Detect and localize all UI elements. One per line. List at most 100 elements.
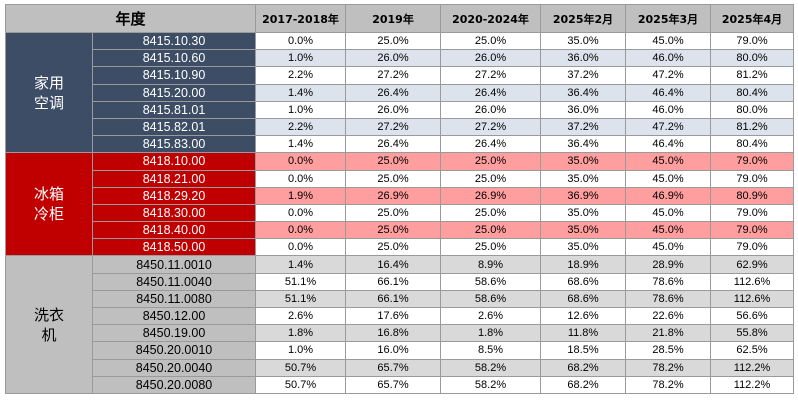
tariff-rate: 8.9%: [440, 255, 542, 274]
data-row: 8415.10.90 2.2% 27.2% 27.2% 37.2% 47.2% 81.2%: [6, 66, 795, 85]
tariff-rate: 11.8%: [540, 324, 627, 343]
tariff-rate: 46.9%: [625, 186, 712, 205]
data-row: 8418.21.00 0.0% 25.0% 25.0% 35.0% 45.0% 79.0%: [6, 169, 795, 188]
data-row: 8418.29.20 1.9% 26.9% 26.9% 36.9% 46.9% 80.9%: [6, 186, 795, 205]
tariff-rate: 36.0%: [540, 49, 627, 68]
tariff-rate: 50.7%: [255, 375, 347, 394]
tariff-rate: 16.4%: [345, 255, 442, 274]
tariff-rate: 1.4%: [255, 135, 347, 154]
data-row: 8415.81.01 1.0% 26.0% 26.0% 36.0% 46.0% 80.0%: [6, 100, 795, 119]
hs-code: 8418.29.20: [91, 186, 257, 205]
data-row: 8415.10.60 1.0% 26.0% 26.0% 36.0% 46.0% 80.0%: [6, 49, 795, 68]
data-row: 8415.82.01 2.2% 27.2% 27.2% 37.2% 47.2% 81.2%: [6, 117, 795, 137]
tariff-rate: 27.2%: [440, 66, 542, 85]
tariff-rate: 58.6%: [440, 289, 542, 309]
tariff-rate: 25.0%: [440, 203, 542, 223]
tariff-rate: 79.0%: [710, 238, 795, 257]
tariff-rate: 112.6%: [710, 289, 795, 309]
tariff-rate: 45.0%: [625, 238, 712, 257]
data-row: 洗衣机 8450.11.0010 1.4% 16.4% 8.9% 18.9% 28.9% 62…: [5, 255, 795, 394]
data-row: 8418.40.00 0.0% 25.0% 25.0% 35.0% 45.0% 79.0%: [6, 221, 795, 240]
hs-code: 8450.20.0010: [91, 341, 257, 360]
table-body: 家用空调 8415.10.30 0.0% 25.0% 25.0% 35.0% 45.0% 79…: [5, 31, 795, 394]
tariff-rate: 46.0%: [625, 100, 712, 119]
tariff-rate: 66.1%: [345, 289, 442, 309]
tariff-rate: 50.7%: [255, 358, 347, 377]
data-row: 8415.83.00 1.4% 26.4% 26.4% 36.4% 46.4% 80.4%: [6, 135, 795, 154]
group-label: 洗衣机: [5, 255, 93, 394]
column-header: 2017-2018年: [255, 4, 347, 33]
tariff-rate: 36.4%: [540, 135, 627, 154]
tariff-rate: 62.5%: [710, 341, 795, 360]
tariff-rate: 47.2%: [625, 66, 712, 85]
tariff-rate: 80.0%: [710, 49, 795, 68]
hs-code: 8450.19.00: [91, 324, 257, 343]
hs-code: 8415.83.00: [91, 135, 257, 154]
hs-code: 8415.81.01: [91, 100, 257, 119]
tariff-rate: 0.0%: [255, 221, 347, 240]
tariff-rate: 27.2%: [440, 117, 542, 137]
column-header: 2019年: [345, 4, 442, 33]
tariff-rate: 2.2%: [255, 66, 347, 85]
data-row: 8450.20.0080 50.7% 65.7% 58.2% 68.2% 78.2% 112…: [6, 375, 795, 394]
tariff-rate: 26.0%: [440, 100, 542, 119]
hs-code: 8450.20.0040: [91, 358, 257, 377]
tariff-rate: 45.0%: [625, 203, 712, 223]
tariff-rate: 1.0%: [255, 49, 347, 68]
tariff-rate: 0.0%: [255, 152, 347, 171]
group-label: 冰箱冷柜: [5, 152, 93, 257]
group-label-text: 洗衣机: [33, 305, 64, 344]
tariff-rate: 35.0%: [540, 169, 627, 188]
tariff-rate: 51.1%: [255, 272, 347, 291]
tariff-rate: 68.6%: [540, 272, 627, 291]
tariff-rate: 79.0%: [710, 169, 795, 188]
group-label: 家用空调: [5, 31, 93, 154]
tariff-rate: 28.9%: [625, 255, 712, 274]
tariff-rate: 16.0%: [345, 341, 442, 360]
tariff-rate: 35.0%: [540, 31, 627, 51]
hs-code: 8450.20.0080: [91, 375, 257, 394]
tariff-rate: 26.4%: [440, 83, 542, 102]
hs-code: 8415.20.00: [91, 83, 257, 102]
tariff-rate: 78.6%: [625, 289, 712, 309]
tariff-rate: 112.2%: [710, 358, 795, 377]
tariff-rate: 2.6%: [440, 306, 542, 326]
tariff-rate: 68.6%: [540, 289, 627, 309]
tariff-rate: 58.2%: [440, 358, 542, 377]
tariff-rate: 0.0%: [255, 169, 347, 188]
hs-code: 8418.50.00: [91, 238, 257, 257]
tariff-rate: 25.0%: [345, 238, 442, 257]
hs-code: 8418.30.00: [91, 203, 257, 223]
tariff-rate: 18.5%: [540, 341, 627, 360]
data-row: 8418.50.00 0.0% 25.0% 25.0% 35.0% 45.0% 79.0%: [6, 238, 795, 257]
tariff-rate: 80.4%: [710, 83, 795, 102]
tariff-rate: 21.8%: [625, 324, 712, 343]
tariff-rate: 1.0%: [255, 341, 347, 360]
tariff-rate: 37.2%: [540, 117, 627, 137]
tariff-rate: 56.6%: [710, 306, 795, 326]
hs-code: 8415.10.30: [91, 31, 257, 51]
tariff-rate: 81.2%: [710, 117, 795, 137]
group-label-text: 家用空调: [33, 73, 64, 112]
tariff-rate: 62.9%: [710, 255, 795, 274]
data-row: 8450.20.0040 50.7% 65.7% 58.2% 68.2% 78.2% 112…: [6, 358, 795, 377]
tariff-rate: 80.4%: [710, 135, 795, 154]
hs-code: 8415.10.90: [91, 66, 257, 85]
tariff-rate: 0.0%: [255, 238, 347, 257]
tariff-rate: 25.0%: [345, 169, 442, 188]
tariff-rate: 79.0%: [710, 152, 795, 171]
tariff-rate: 2.6%: [255, 306, 347, 326]
hs-code: 8450.11.0080: [91, 289, 257, 309]
tariff-rate: 26.0%: [440, 49, 542, 68]
tariff-rate: 78.2%: [625, 358, 712, 377]
tariff-rate: 65.7%: [345, 358, 442, 377]
hs-code: 8418.21.00: [91, 169, 257, 188]
tariff-rate: 2.2%: [255, 117, 347, 137]
tariff-rate: 1.0%: [255, 100, 347, 119]
hs-code: 8418.40.00: [91, 221, 257, 240]
tariff-rate: 45.0%: [625, 31, 712, 51]
tariff-rate: 28.5%: [625, 341, 712, 360]
tariff-rate: 46.4%: [625, 83, 712, 102]
tariff-rate: 25.0%: [440, 152, 542, 171]
tariff-rate: 27.2%: [345, 66, 442, 85]
